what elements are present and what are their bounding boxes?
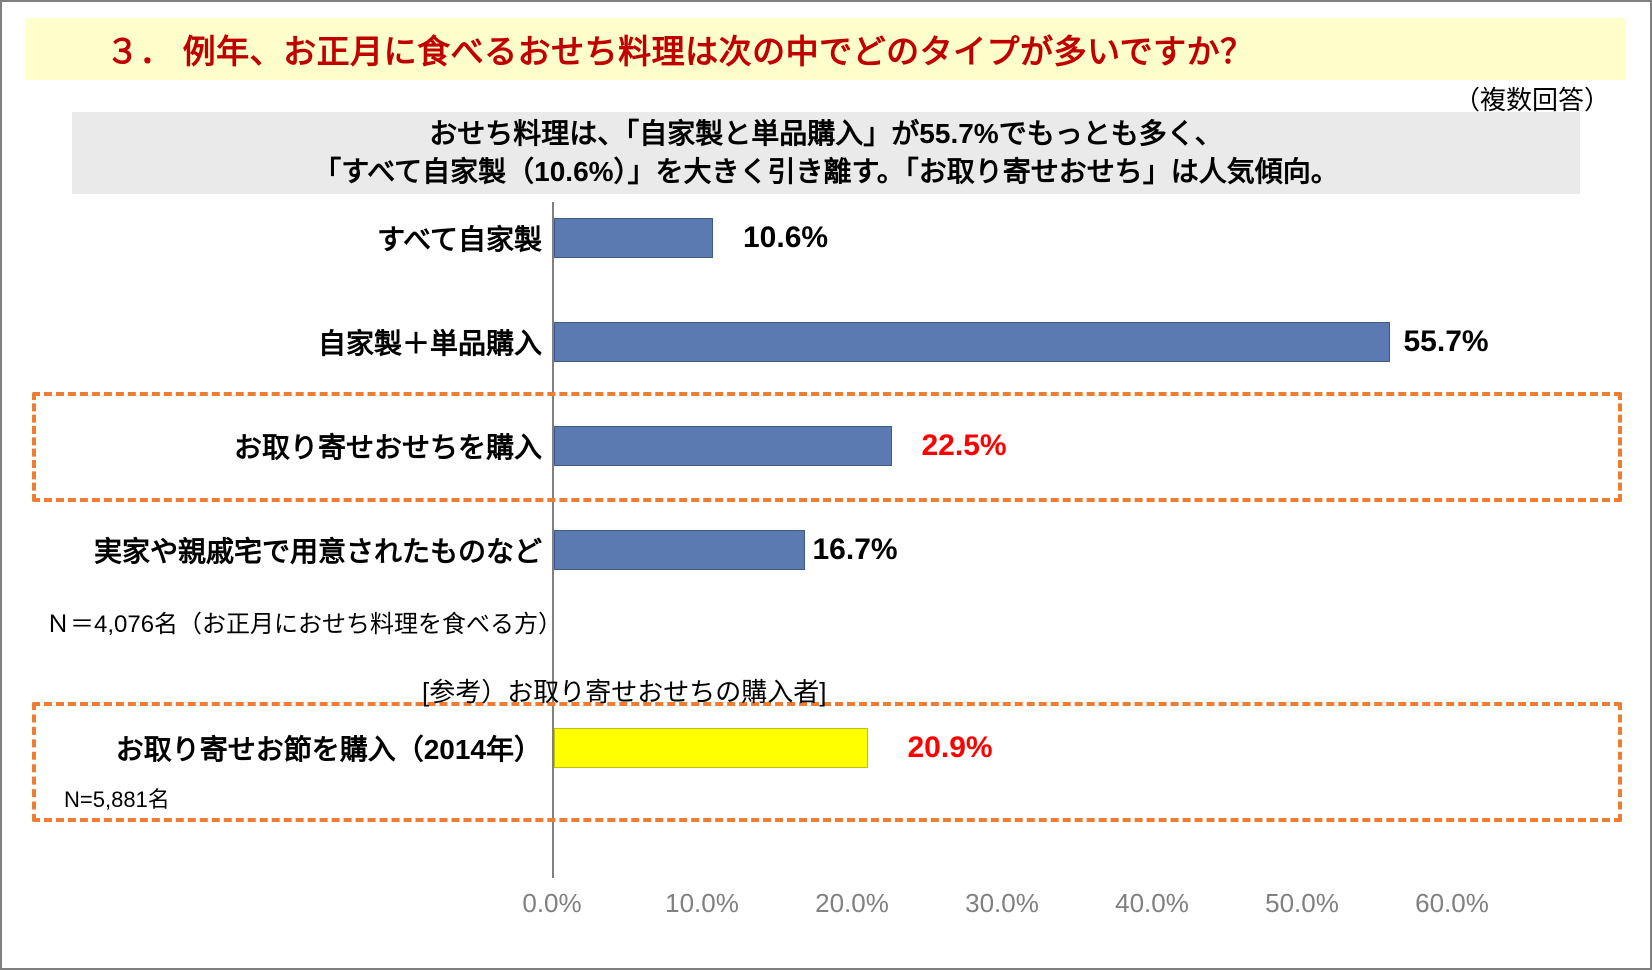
reference-heading: [参考）お取り寄せおせちの購入者] [422, 672, 826, 709]
summary-line-1: おせち料理は、「自家製と単品購入」が55.7%でもっとも多く、 [429, 115, 1222, 153]
summary-band: おせち料理は、「自家製と単品購入」が55.7%でもっとも多く、 「すべて自家製（… [72, 112, 1580, 194]
bar-category-label: 実家や親戚宅で用意されたものなど [94, 530, 542, 570]
bar-value-label: 55.7% [1404, 325, 1489, 359]
bar-row: すべて自家製 10.6% [2, 214, 1650, 262]
x-axis-tick-label: 20.0% [815, 888, 889, 919]
question-number: ３． [106, 33, 173, 70]
x-axis-tick-label: 40.0% [1115, 888, 1189, 919]
title-band: ３． 例年、お正月に食べるおせち料理は次の中でどのタイプが多いですか？ [26, 18, 1626, 80]
reference-sample-size: N=5,881名 [64, 782, 170, 814]
page-container: ３． 例年、お正月に食べるおせち料理は次の中でどのタイプが多いですか？ （複数回… [0, 0, 1652, 970]
x-axis-labels: 0.0% 10.0% 20.0% 30.0% 40.0% 50.0% 60.0% [2, 888, 1650, 928]
bar-category-label: すべて自家製 [377, 218, 542, 258]
x-axis-tick-label: 0.0% [522, 888, 581, 919]
question-text: 例年、お正月に食べるおせち料理は次の中でどのタイプが多いですか？ [183, 33, 1254, 70]
chart-area: すべて自家製10.6%自家製＋単品購入55.7%お取り寄せおせちを購入22.5%… [2, 202, 1650, 938]
x-axis-tick-label: 30.0% [965, 888, 1039, 919]
bar-value-label: 16.7% [813, 533, 898, 567]
bar-row: 自家製＋単品購入 55.7% [2, 318, 1650, 366]
bar-rect [554, 530, 805, 570]
sample-size-note: Ｎ＝4,076名（お正月におせち料理を食べる方） [46, 604, 562, 639]
bar-category-label: 自家製＋単品購入 [318, 322, 542, 362]
bar-rect [554, 218, 713, 258]
x-axis-tick-label: 50.0% [1265, 888, 1339, 919]
summary-line-2: 「すべて自家製（10.6%）」を大きく引き離す。「お取り寄せおせち」は人気傾向。 [313, 153, 1339, 191]
bar-row: 実家や親戚宅で用意されたものなど 16.7% [2, 526, 1650, 574]
highlight-box [32, 702, 1622, 822]
bar-rect [554, 322, 1390, 362]
bar-value-label: 10.6% [743, 221, 828, 255]
highlight-box [32, 392, 1622, 502]
x-axis-tick-label: 10.0% [665, 888, 739, 919]
x-axis-tick-label: 60.0% [1415, 888, 1489, 919]
question-title: ３． 例年、お正月に食べるおせち料理は次の中でどのタイプが多いですか？ [106, 25, 1254, 73]
